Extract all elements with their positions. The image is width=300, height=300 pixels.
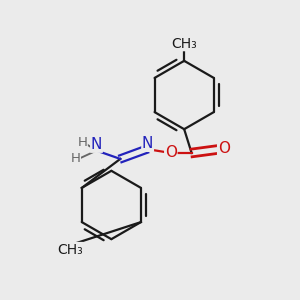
Text: H: H [70,152,80,164]
Text: CH₃: CH₃ [171,37,197,51]
Text: O: O [165,145,177,160]
Text: CH₃: CH₃ [58,243,83,256]
Text: N: N [142,136,153,151]
Text: O: O [218,141,230,156]
Text: N: N [91,137,102,152]
Text: H: H [77,136,87,149]
